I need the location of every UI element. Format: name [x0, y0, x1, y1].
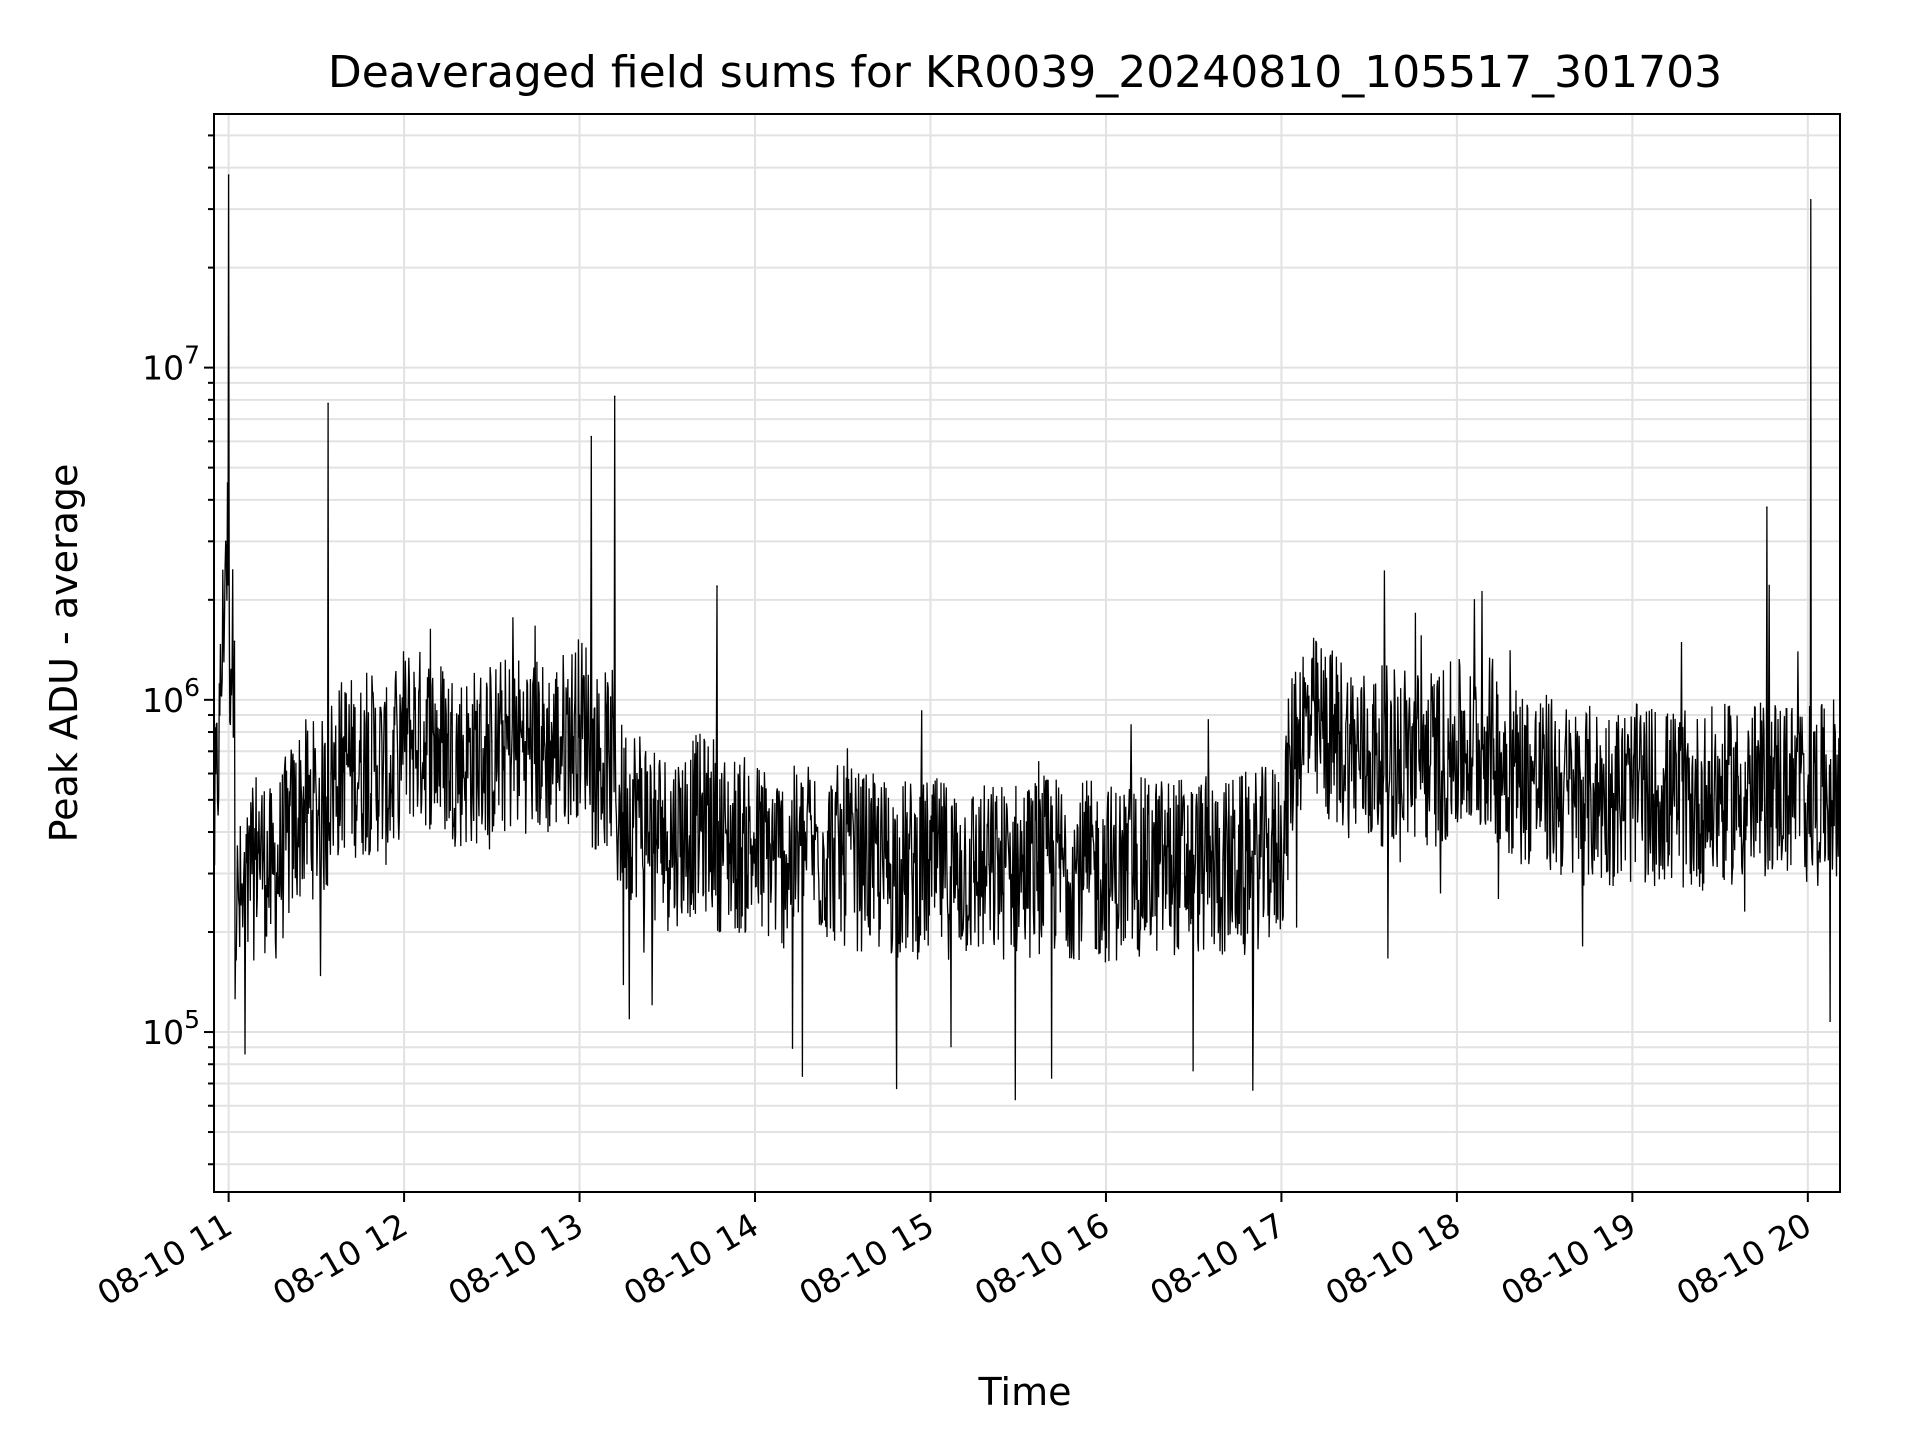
data-point — [403, 722, 405, 725]
data-point — [1134, 858, 1137, 861]
data-point — [1602, 785, 1604, 787]
data-point — [1777, 772, 1780, 775]
data-point — [388, 772, 391, 775]
data-point — [637, 799, 639, 801]
data-point — [695, 814, 698, 816]
data-point — [988, 863, 990, 866]
data-point — [871, 854, 873, 857]
data-point — [1192, 854, 1195, 857]
data-point — [1309, 714, 1312, 716]
data-point — [315, 799, 318, 801]
data-point — [262, 850, 265, 853]
plot-frame — [213, 113, 1841, 1193]
data-point — [251, 872, 253, 875]
x-axis-label: Time — [978, 1370, 1072, 1414]
chart-title: Deaveraged field sums for KR0039_2024081… — [328, 47, 1722, 98]
data-point — [1426, 750, 1429, 753]
data-point — [1748, 782, 1751, 785]
x-tick-label: 08-10 20 — [1670, 1205, 1818, 1313]
y-axis: 105 106 107 — [142, 134, 214, 1166]
data-point — [958, 858, 961, 861]
data-point — [608, 750, 610, 753]
data-point — [754, 838, 756, 841]
x-tick-label: 08-10 19 — [1494, 1205, 1642, 1313]
data-point — [1719, 785, 1721, 787]
series-line — [213, 174, 1841, 1101]
data-point — [1821, 785, 1824, 787]
data-point — [929, 858, 932, 861]
data-point — [1690, 793, 1692, 795]
series-layer — [213, 174, 1841, 1101]
data-point — [227, 174, 230, 176]
data-point — [1485, 731, 1487, 733]
data-point — [1295, 714, 1297, 716]
data-point — [666, 831, 669, 833]
data-point — [1046, 854, 1049, 857]
data-point — [1163, 854, 1166, 857]
data-point — [1809, 199, 1812, 201]
grid — [214, 114, 1840, 1192]
data-point — [1456, 740, 1458, 743]
data-point — [1105, 863, 1107, 866]
data-point — [590, 435, 593, 438]
data-point — [1543, 772, 1546, 775]
data-point — [1339, 731, 1341, 733]
data-point — [491, 740, 493, 743]
data-point — [224, 540, 227, 543]
y-axis-label: Peak ADU - average — [42, 464, 86, 843]
data-point — [1280, 838, 1283, 841]
x-tick-label: 08-10 13 — [442, 1205, 590, 1313]
data-point — [1766, 506, 1768, 509]
data-point — [1368, 750, 1370, 753]
data-point — [359, 761, 362, 763]
data-point — [812, 838, 815, 841]
x-tick-label: 08-10 17 — [1143, 1205, 1291, 1313]
data-point — [432, 731, 435, 733]
data-point — [1514, 761, 1517, 763]
data-point — [242, 899, 245, 901]
data-point — [344, 750, 347, 753]
data-point — [461, 750, 464, 753]
data-point — [578, 714, 581, 716]
data-point — [1573, 785, 1575, 787]
data-point — [300, 799, 303, 801]
x-tick-label: 08-10 11 — [91, 1205, 239, 1313]
data-point — [1075, 858, 1078, 861]
data-point — [374, 750, 376, 753]
data-point — [724, 831, 727, 833]
data-point — [286, 831, 288, 833]
x-axis: 08-10 11 08-10 12 08-10 13 08-10 14 08-10 15… — [91, 1192, 1818, 1313]
data-point — [233, 640, 236, 643]
y-tick-label: 107 — [142, 341, 200, 388]
data-point — [330, 772, 332, 775]
data-point — [1631, 785, 1634, 787]
y-tick-label: 106 — [142, 673, 200, 720]
x-tick-label: 08-10 12 — [266, 1205, 414, 1313]
data-point — [271, 872, 274, 875]
data-point — [520, 731, 522, 733]
data-point — [219, 714, 221, 716]
data-point — [1017, 858, 1020, 861]
data-point — [900, 858, 903, 861]
data-point — [257, 831, 259, 833]
data-point — [1266, 846, 1268, 849]
data-point — [783, 850, 786, 853]
x-tick-label: 08-10 14 — [617, 1205, 765, 1313]
y-tick-label: 105 — [142, 1005, 200, 1052]
data-point — [613, 395, 616, 398]
data-point — [1660, 785, 1663, 787]
data-point — [1807, 785, 1809, 787]
x-tick-label: 08-10 18 — [1319, 1205, 1467, 1313]
data-point — [841, 846, 844, 849]
data-point — [1251, 850, 1253, 853]
data-point — [549, 740, 552, 743]
data-point — [327, 402, 329, 405]
x-tick-label: 08-10 15 — [792, 1205, 940, 1313]
x-tick-label: 08-10 16 — [968, 1205, 1116, 1313]
data-point — [716, 585, 718, 587]
data-point — [1397, 740, 1400, 743]
data-point — [1222, 858, 1224, 861]
